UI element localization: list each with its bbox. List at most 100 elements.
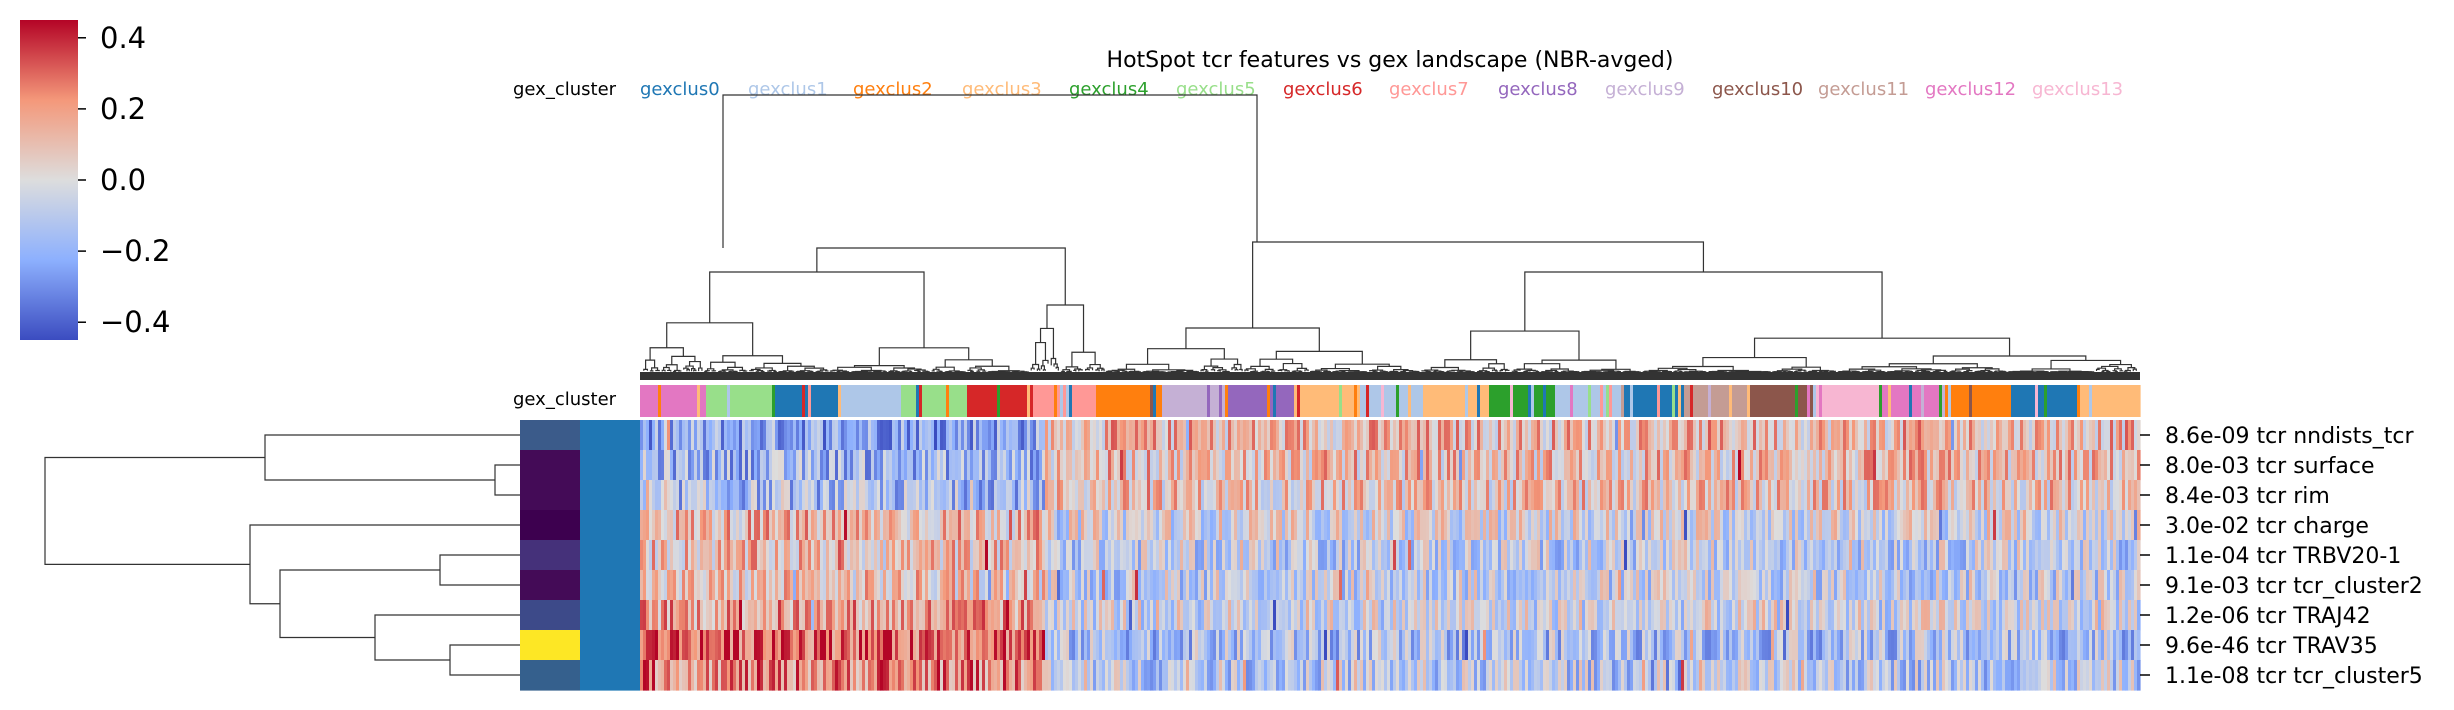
- heatmap-cell: [787, 480, 791, 511]
- heatmap-cell: [1096, 450, 1100, 481]
- heatmap-cell: [1249, 570, 1253, 601]
- heatmap-cell: [1000, 600, 1004, 631]
- heatmap-cell: [1738, 450, 1742, 481]
- heatmap-cell: [784, 450, 788, 481]
- heatmap-cell: [1501, 510, 1505, 541]
- heatmap-cell: [916, 630, 920, 661]
- heatmap-cell: [691, 420, 695, 451]
- heatmap-cell: [2074, 510, 2078, 541]
- heatmap-cell: [1327, 510, 1331, 541]
- heatmap-cell: [664, 480, 668, 511]
- column-annotation-cell: [1471, 385, 1475, 417]
- column-dendrogram-link: [655, 369, 660, 372]
- heatmap-cell: [997, 570, 1001, 601]
- heatmap-cell: [2116, 450, 2120, 481]
- heatmap-cell: [1396, 420, 1400, 451]
- heatmap-cell: [2032, 540, 2036, 571]
- column-annotation-cell: [1240, 385, 1244, 417]
- heatmap-cell: [733, 450, 737, 481]
- heatmap-cell: [1084, 420, 1088, 451]
- heatmap-cell: [1897, 600, 1901, 631]
- heatmap-cell: [763, 570, 767, 601]
- heatmap-cell: [724, 570, 728, 601]
- heatmap-cell: [1063, 480, 1067, 511]
- heatmap-cell: [1048, 570, 1052, 601]
- heatmap-cell: [1354, 480, 1358, 511]
- heatmap-cell: [1993, 570, 1997, 601]
- heatmap-cell: [712, 510, 716, 541]
- heatmap-cell: [946, 630, 950, 661]
- heatmap-cell: [1729, 540, 1733, 571]
- heatmap-cell: [1015, 510, 1019, 541]
- column-dendrogram-link: [1994, 370, 2004, 372]
- heatmap-cell: [1495, 510, 1499, 541]
- heatmap-cell: [757, 420, 761, 451]
- heatmap-cell: [1342, 540, 1346, 571]
- heatmap-cell: [1390, 480, 1394, 511]
- heatmap-cell: [1924, 600, 1928, 631]
- heatmap-cell: [1738, 600, 1742, 631]
- heatmap-cell: [1753, 420, 1757, 451]
- heatmap-cell: [1573, 420, 1577, 451]
- heatmap-cell: [1282, 510, 1286, 541]
- column-annotation-cell: [1450, 385, 1454, 417]
- heatmap-cell: [1411, 450, 1415, 481]
- heatmap-cell: [976, 600, 980, 631]
- heatmap-cell: [1132, 450, 1136, 481]
- heatmap-cell: [1747, 540, 1751, 571]
- heatmap-cell: [1981, 420, 1985, 451]
- heatmap-cell: [1576, 510, 1580, 541]
- heatmap-cell: [1237, 540, 1241, 571]
- heatmap-cell: [1564, 630, 1568, 661]
- heatmap-cell: [1327, 540, 1331, 571]
- heatmap-cell: [778, 540, 782, 571]
- heatmap-cell: [1744, 480, 1748, 511]
- heatmap-cell: [2014, 600, 2018, 631]
- heatmap-cell: [1468, 570, 1472, 601]
- heatmap-cell: [1270, 570, 1274, 601]
- column-annotation-cell: [931, 385, 935, 417]
- heatmap-cell: [1597, 480, 1601, 511]
- heatmap-cell: [1831, 450, 1835, 481]
- heatmap-cell: [1582, 480, 1586, 511]
- heatmap-cell: [1171, 570, 1175, 601]
- heatmap-cell: [1438, 600, 1442, 631]
- column-dendrogram-link: [1951, 370, 1960, 372]
- heatmap-cell: [1006, 540, 1010, 571]
- heatmap-cell: [1219, 420, 1223, 451]
- heatmap-cell: [1780, 600, 1784, 631]
- heatmap-cell: [706, 450, 710, 481]
- heatmap-cell: [2077, 450, 2081, 481]
- column-annotation-cell: [1570, 385, 1574, 417]
- column-annotation-cell: [706, 385, 710, 417]
- heatmap-cell: [2023, 570, 2027, 601]
- heatmap-cell: [1510, 540, 1514, 571]
- heatmap-cell: [1717, 600, 1721, 631]
- heatmap-cell: [1342, 570, 1346, 601]
- heatmap-cell: [1141, 570, 1145, 601]
- heatmap-cell: [1987, 450, 1991, 481]
- heatmap-cell: [1774, 540, 1778, 571]
- heatmap-cell: [727, 630, 731, 661]
- chart-title: HotSpot tcr features vs gex landscape (N…: [1107, 48, 1674, 73]
- heatmap-cell: [1732, 570, 1736, 601]
- heatmap-cell: [1009, 570, 1013, 601]
- column-annotation-cell: [733, 385, 737, 417]
- heatmap-cell: [1642, 510, 1646, 541]
- heatmap-cell: [658, 420, 662, 451]
- heatmap-cell: [1264, 630, 1268, 661]
- heatmap-cell: [1285, 420, 1289, 451]
- column-dendrogram-link: [698, 367, 703, 372]
- heatmap-cell: [1540, 510, 1544, 541]
- heatmap-cell: [1054, 420, 1058, 451]
- heatmap-cell: [1903, 450, 1907, 481]
- heatmap-cell: [2104, 600, 2108, 631]
- heatmap-cell: [1690, 450, 1694, 481]
- heatmap-cell: [1030, 570, 1034, 601]
- heatmap-cell: [1936, 570, 1940, 601]
- heatmap-cell: [1045, 510, 1049, 541]
- heatmap-cell: [721, 570, 725, 601]
- heatmap-cell: [1939, 570, 1943, 601]
- heatmap-cell: [1738, 540, 1742, 571]
- heatmap-cell: [1219, 630, 1223, 661]
